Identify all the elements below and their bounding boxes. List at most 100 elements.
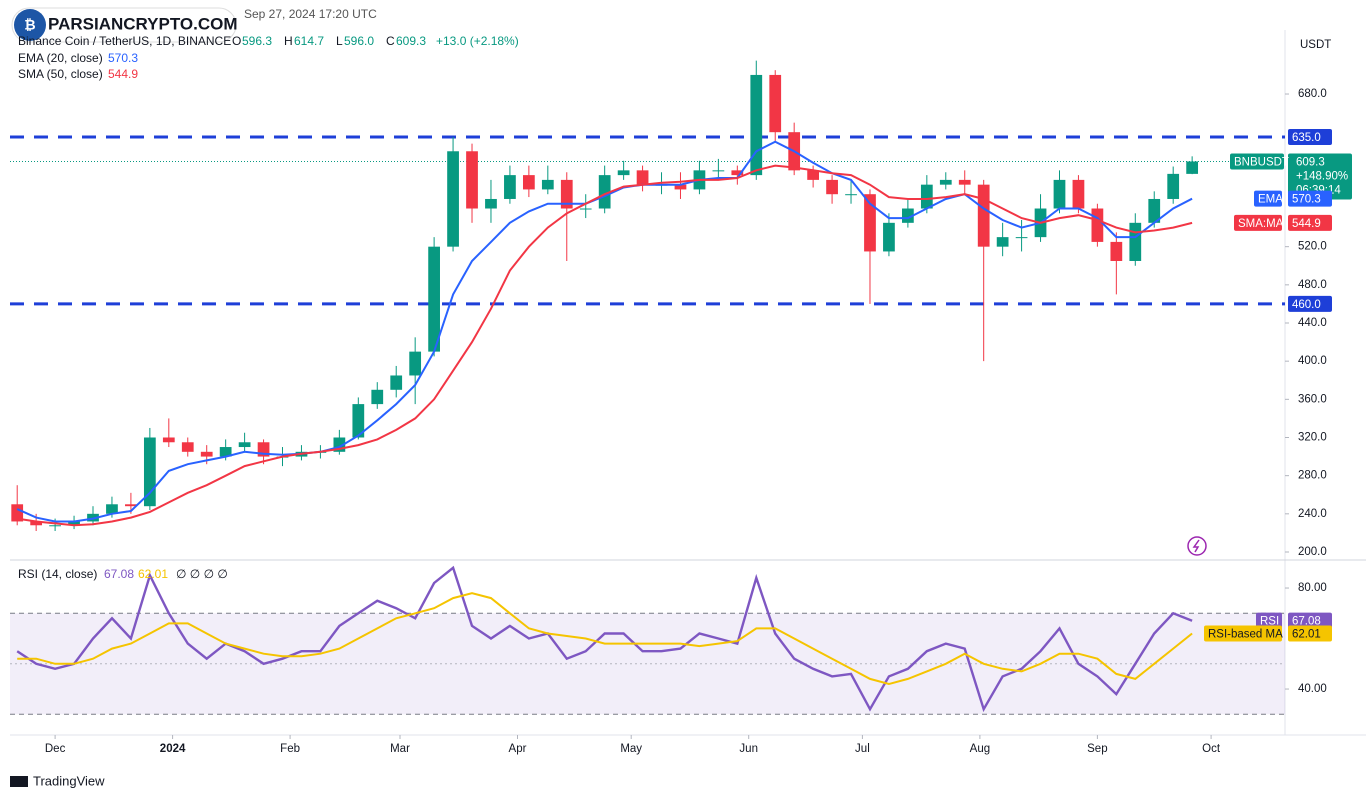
series-line — [17, 592, 1193, 686]
symbol-tag-bg — [1230, 153, 1284, 170]
y-tick-label: 360.0 — [1298, 393, 1327, 405]
footer: TradingView — [10, 773, 105, 788]
footer-brand: TradingView — [33, 773, 105, 788]
candle-body — [1053, 179, 1066, 209]
logo: ₿ PARSIANCRYPTO.COM — [11, 7, 238, 43]
x-tick-label: Dec — [45, 743, 66, 755]
candle-body — [257, 442, 270, 457]
candle-body — [958, 179, 971, 185]
series-value-tag: 62.01 — [1292, 628, 1321, 640]
candle-body — [579, 208, 592, 210]
y-tick-label: 320.0 — [1298, 432, 1327, 444]
series-value-tag-bg — [1288, 612, 1332, 629]
y-tick-label: 200.0 — [1298, 546, 1327, 558]
candle-body — [1148, 198, 1161, 223]
candle-body — [826, 179, 838, 195]
candle-body — [807, 170, 820, 180]
candle-body — [181, 442, 194, 452]
x-tick-label: Mar — [390, 743, 410, 755]
candle-body — [504, 175, 516, 199]
logo-icon — [14, 9, 46, 41]
level-label: 635.0 — [1292, 132, 1321, 144]
y-tick-label: 400.0 — [1298, 355, 1327, 367]
y-tick-label: 680.0 — [1298, 88, 1327, 100]
candle-body — [864, 194, 876, 252]
level-label: 460.0 — [1292, 299, 1321, 311]
y-tick-label: 40.00 — [1298, 683, 1327, 695]
candle-body — [617, 170, 630, 176]
candle-body — [636, 170, 649, 185]
candle-body — [428, 246, 440, 352]
level-label-bg — [1288, 128, 1332, 145]
price-tag-bg — [1288, 153, 1352, 200]
icon-bolt — [1192, 539, 1200, 553]
legend-value: 570.3 — [108, 51, 138, 65]
y-tick-label: 520.0 — [1298, 241, 1327, 253]
series-value-tag-bg — [1288, 190, 1332, 207]
y-tick-label: 80.00 — [1298, 582, 1327, 594]
legend-value: 67.08 — [104, 567, 134, 581]
candle-body — [390, 375, 403, 390]
y-tick-label: 440.0 — [1298, 317, 1327, 329]
ohlc-change: +13.0 (+2.18%) — [436, 34, 519, 48]
x-tick-label: May — [620, 743, 642, 755]
rsi-band-fill — [10, 613, 1285, 715]
series-value-tag: 570.3 — [1292, 194, 1321, 206]
candle-body — [485, 198, 497, 209]
lightning-icon — [1187, 536, 1207, 556]
series-line — [17, 164, 1193, 527]
candle-body — [939, 179, 952, 185]
series-value-tag-bg — [1288, 214, 1332, 231]
legend-value: 62.01 — [138, 567, 168, 581]
legend-value: 544.9 — [108, 67, 138, 81]
series-name-tag-bg — [1254, 190, 1282, 207]
candle-body — [447, 151, 459, 247]
ohlc-value: 614.7 — [294, 34, 324, 48]
x-tick-label: Sep — [1087, 743, 1107, 755]
series-line — [16, 565, 1193, 713]
footer-icon — [10, 776, 28, 787]
candle-body — [522, 175, 535, 190]
candle-body — [200, 451, 213, 457]
level-label-bg — [1288, 295, 1332, 312]
x-tick-label: Feb — [280, 743, 300, 755]
rsi-extra: ∅ ∅ ∅ ∅ — [176, 567, 228, 581]
candle-body — [238, 442, 251, 448]
candle-body — [1129, 222, 1142, 261]
candle-body — [1072, 179, 1085, 209]
ohlc-value: 596.0 — [344, 34, 374, 48]
candle-body — [977, 184, 990, 247]
candle-body — [750, 74, 763, 176]
icon-ring — [1187, 536, 1207, 556]
price-tag: 609.3 — [1296, 157, 1325, 169]
candle-body — [1015, 237, 1028, 239]
candle-body — [769, 74, 782, 133]
x-tick-label: Jul — [855, 743, 870, 755]
symbol-tag: BNBUSDT — [1234, 157, 1289, 169]
candle-body — [11, 504, 24, 522]
candle-body — [598, 175, 611, 209]
candle-body — [352, 404, 365, 438]
candle-body — [560, 179, 573, 209]
series-name-tag-bg — [1204, 625, 1282, 642]
ohlc-label: O — [232, 34, 241, 48]
logo-icon-glyph: ₿ — [24, 17, 35, 33]
series-line — [16, 140, 1193, 523]
candle-body — [371, 389, 384, 405]
series-name-tag-bg — [1234, 214, 1282, 231]
x-tick-label: 2024 — [160, 743, 186, 755]
logo-text: PARSIANCRYPTO.COM — [48, 14, 238, 33]
candle-body — [883, 222, 895, 252]
candle-body — [845, 194, 857, 196]
candle-body — [125, 504, 137, 507]
candle-body — [1110, 241, 1123, 261]
y-tick-label: 480.0 — [1298, 279, 1327, 291]
currency: USDT — [1300, 39, 1331, 51]
series-name-tag-bg — [1256, 612, 1282, 629]
candle-body — [219, 447, 232, 457]
ohlc-label: L — [336, 34, 343, 48]
series-name-tag: RSI-based MA — [1208, 628, 1283, 640]
series-value-tag: 544.9 — [1292, 218, 1321, 230]
y-tick-label: 240.0 — [1298, 508, 1327, 520]
